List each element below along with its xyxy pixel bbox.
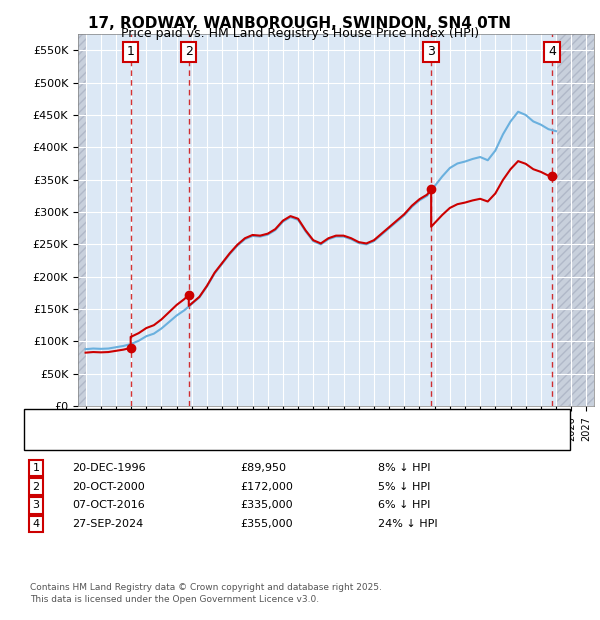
Text: 17, RODWAY, WANBOROUGH, SWINDON, SN4 0TN: 17, RODWAY, WANBOROUGH, SWINDON, SN4 0TN bbox=[89, 16, 511, 30]
Text: 20-DEC-1996: 20-DEC-1996 bbox=[72, 463, 146, 473]
Text: 3: 3 bbox=[427, 45, 435, 58]
Text: 4: 4 bbox=[548, 45, 556, 58]
Text: 27-SEP-2024: 27-SEP-2024 bbox=[72, 519, 143, 529]
Text: £355,000: £355,000 bbox=[240, 519, 293, 529]
Text: 20-OCT-2000: 20-OCT-2000 bbox=[72, 482, 145, 492]
Text: 1: 1 bbox=[127, 45, 134, 58]
Text: HPI: Average price, detached house, Swindon: HPI: Average price, detached house, Swin… bbox=[84, 433, 321, 443]
Text: HPI: Average price, detached house, Swindon: HPI: Average price, detached house, Swin… bbox=[66, 433, 303, 443]
Text: £89,950: £89,950 bbox=[240, 463, 286, 473]
Text: 17, RODWAY, WANBOROUGH, SWINDON, SN4 0TN (detached house): 17, RODWAY, WANBOROUGH, SWINDON, SN4 0TN… bbox=[84, 416, 439, 427]
Text: 2: 2 bbox=[185, 45, 193, 58]
Bar bbox=[556, 34, 594, 406]
Text: 3: 3 bbox=[32, 500, 40, 510]
Text: £335,000: £335,000 bbox=[240, 500, 293, 510]
Text: 07-OCT-2016: 07-OCT-2016 bbox=[72, 500, 145, 510]
Text: Contains HM Land Registry data © Crown copyright and database right 2025.
This d: Contains HM Land Registry data © Crown c… bbox=[30, 583, 382, 604]
Text: Price paid vs. HM Land Registry's House Price Index (HPI): Price paid vs. HM Land Registry's House … bbox=[121, 27, 479, 40]
Text: 6% ↓ HPI: 6% ↓ HPI bbox=[378, 500, 430, 510]
Text: 4: 4 bbox=[32, 519, 40, 529]
Text: £172,000: £172,000 bbox=[240, 482, 293, 492]
Bar bbox=[78, 34, 86, 406]
Text: —: — bbox=[42, 414, 59, 433]
Text: 2: 2 bbox=[32, 482, 40, 492]
Text: 5% ↓ HPI: 5% ↓ HPI bbox=[378, 482, 430, 492]
Text: 1: 1 bbox=[32, 463, 40, 473]
Text: 17, RODWAY, WANBOROUGH, SWINDON, SN4 0TN (detached house): 17, RODWAY, WANBOROUGH, SWINDON, SN4 0TN… bbox=[66, 420, 421, 430]
Text: 8% ↓ HPI: 8% ↓ HPI bbox=[378, 463, 431, 473]
Text: 24% ↓ HPI: 24% ↓ HPI bbox=[378, 519, 437, 529]
Text: —: — bbox=[42, 428, 59, 446]
